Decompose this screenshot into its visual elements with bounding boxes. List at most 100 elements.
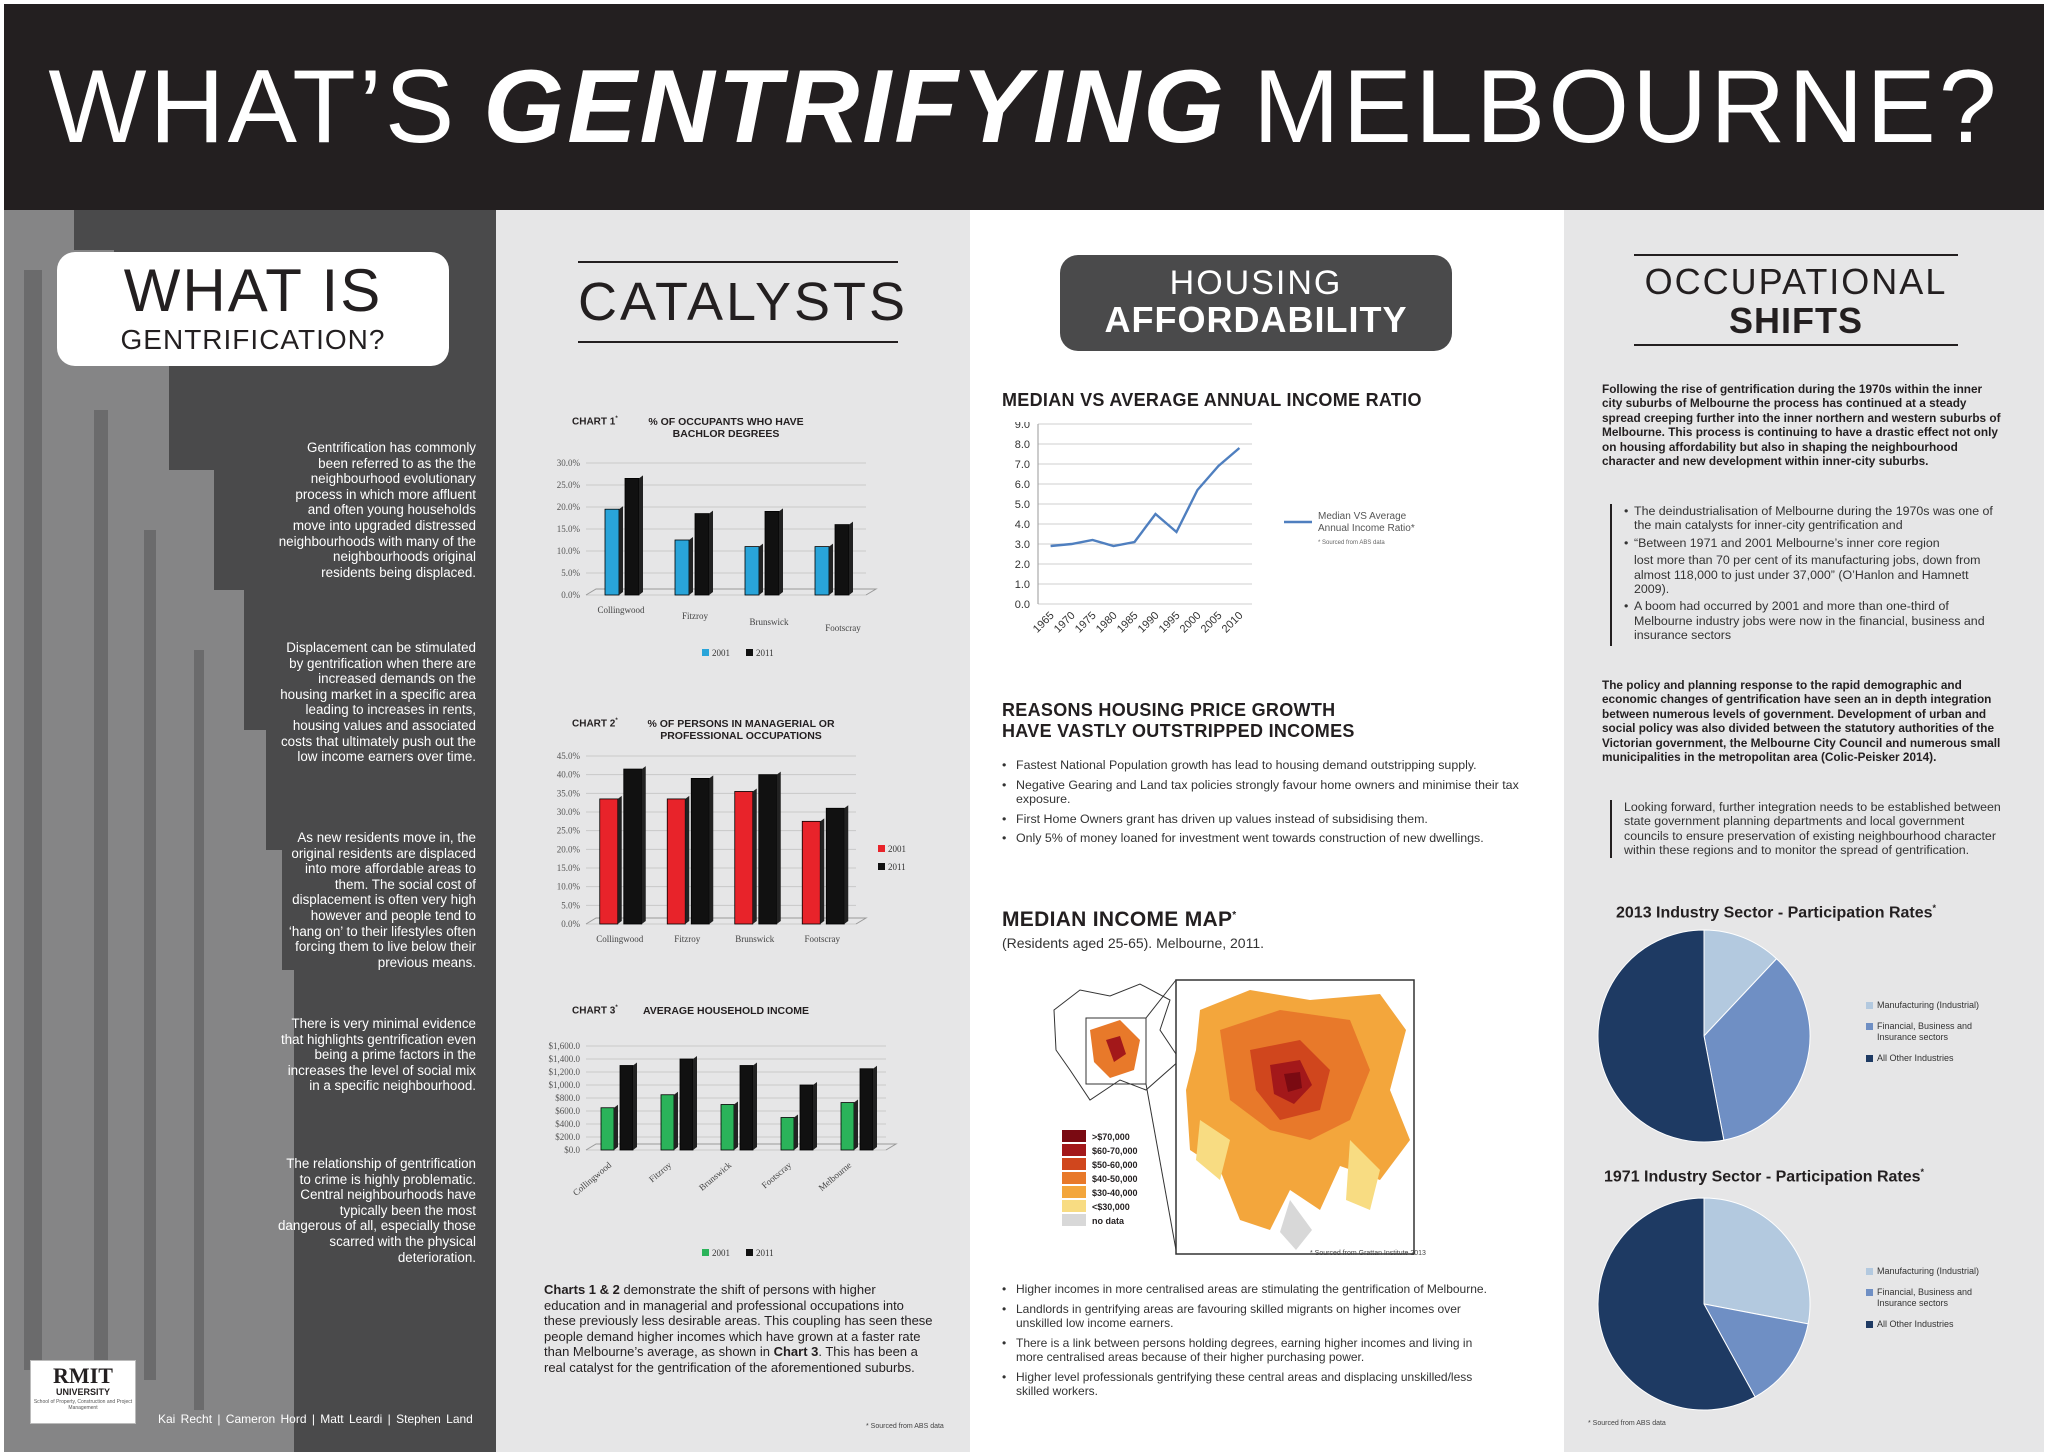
bar-side	[759, 543, 763, 595]
bar-2001	[660, 1094, 675, 1151]
bar-side	[820, 818, 825, 924]
looking-forward-block: Looking forward, further integration nee…	[1610, 800, 2004, 858]
ratio-line-chart: 0.01.02.03.04.05.06.07.08.09.01965197019…	[1015, 422, 1415, 636]
bar-2001	[674, 539, 690, 596]
category-label: Fitzroy	[674, 934, 700, 944]
tick-label: 10.0%	[557, 882, 581, 892]
crime-paragraph: The relationship of gentrification to cr…	[277, 1156, 476, 1265]
bar-side	[689, 537, 693, 595]
bar-side	[779, 508, 783, 595]
bar-side	[844, 805, 849, 924]
tick-label: 1.0	[1015, 579, 1030, 591]
bar-2011	[799, 1084, 814, 1151]
finding-item: There is a link between persons holding …	[1002, 1336, 1502, 1365]
x-tick-label: 1975	[1073, 610, 1099, 636]
legend-note: * Sourced from ABS data	[1318, 540, 1385, 546]
x-tick-label: 2010	[1220, 610, 1246, 636]
title-emphasis: GENTRIFYING	[483, 48, 1227, 165]
tick-label: 20.0%	[557, 502, 581, 512]
bar-2011	[758, 774, 778, 925]
bar-2001	[744, 546, 760, 596]
displacement-paragraph: Displacement can be stimulated by gentri…	[280, 640, 476, 765]
x-tick-label: 1965	[1031, 610, 1057, 636]
bar-side	[813, 1082, 817, 1150]
map-swatch	[1062, 1172, 1086, 1184]
what-is-line2: GENTRIFICATION?	[120, 324, 386, 355]
rmit-logo: RMIT UNIVERSITY School of Property, Cons…	[30, 1360, 136, 1424]
category-label: Collingwood	[596, 934, 644, 944]
tick-label: 5.0%	[561, 568, 580, 578]
legend-swatch	[1866, 1023, 1873, 1030]
legend-swatch	[1866, 1268, 1873, 1275]
map-heading: MEDIAN INCOME MAP*	[1002, 908, 1237, 931]
tick-label: 30.0%	[557, 807, 581, 817]
bar-2001	[666, 798, 686, 925]
map-legend-item: <$30,000	[1062, 1200, 1138, 1214]
map-swatch	[1062, 1144, 1086, 1156]
tick-label: $0.0	[564, 1145, 580, 1155]
poster-title: WHAT’S GENTRIFYING MELBOURNE?	[4, 4, 2044, 210]
reasons-heading: REASONS HOUSING PRICE GROWTH HAVE VASTLY…	[1002, 700, 1355, 741]
bar-2001	[600, 1107, 615, 1151]
x-tick-label: 1970	[1052, 610, 1078, 636]
housing-heading: HOUSING AFFORDABILITY	[1060, 255, 1452, 351]
map-swatch	[1062, 1200, 1086, 1212]
bar-side	[776, 771, 781, 924]
category-label: Brunswick	[735, 934, 774, 944]
pie-slice	[1703, 958, 1811, 1141]
housing-column: HOUSING AFFORDABILITY MEDIAN VS AVERAGE …	[970, 210, 1564, 1452]
ratio-line	[1050, 447, 1241, 548]
poster: WHAT’S GENTRIFYING MELBOURNE?	[4, 4, 2044, 1452]
median-income-map: >$70,000 $60-70,000 $50-60,000 $40-50,00…	[1050, 970, 1500, 1270]
chart1-label: CHART 1*	[572, 416, 618, 428]
bar-side	[709, 510, 713, 595]
what-is-line1: WHAT IS	[123, 257, 383, 324]
legend-swatch	[702, 1249, 709, 1256]
authors: Kai Recht | Cameron Hord | Matt Leardi |…	[158, 1412, 473, 1426]
category-label: Brunswick	[750, 617, 789, 627]
x-tick-label: 1985	[1115, 610, 1141, 636]
x-tick-label: 2005	[1199, 610, 1225, 636]
bar-2001	[840, 1102, 855, 1151]
bar-side	[619, 506, 623, 595]
tick-label: 0.0%	[561, 590, 580, 600]
bar-side	[753, 1062, 757, 1150]
pie2013-legend: Manufacturing (Industrial) Financial, Bu…	[1866, 1000, 1996, 1074]
bar-2011	[764, 511, 780, 596]
bar-side	[674, 1091, 678, 1150]
social-cost-paragraph: As new residents move in, the original r…	[288, 830, 476, 970]
quote-continuation: lost more than 70 per cent of its manufa…	[1634, 553, 1981, 597]
social-mix-paragraph: There is very minimal evidence that high…	[280, 1016, 476, 1094]
legend-swatch	[878, 863, 885, 870]
rmit-department: School of Property, Construction and Pro…	[33, 1399, 133, 1411]
catalysts-column: CATALYSTS CHART 1* % OF OCCUPANTS WHO HA…	[496, 210, 970, 1452]
finding-item: Higher incomes in more centralised areas…	[1002, 1282, 1502, 1297]
axis-floor	[585, 917, 868, 925]
chart2-plot: 0.0% 5.0% 10.0% 15.0% 20.0% 25.0% 30.0% 35.0% 40…	[557, 752, 906, 944]
pie-slice	[1703, 1197, 1811, 1325]
policy-paragraph: The policy and planning response to the …	[1602, 678, 2001, 765]
x-tick-label: 1990	[1136, 610, 1162, 636]
tick-label: 20.0%	[557, 844, 581, 854]
tick-label: 8.0	[1015, 439, 1030, 451]
tick-label: 25.0%	[557, 480, 581, 490]
finding-item: Higher level professionals gentrifying t…	[1002, 1370, 1502, 1399]
bar-side	[873, 1065, 877, 1150]
bar-2011	[859, 1068, 874, 1151]
legend-swatch	[1866, 1002, 1873, 1009]
tick-label: 10.0%	[557, 546, 581, 556]
tick-label: 25.0%	[557, 826, 581, 836]
quote-item: A boom had occurred by 2001 and more tha…	[1624, 599, 2004, 642]
tick-label: 5.0	[1015, 499, 1030, 511]
rmit-wordmark: RMIT	[53, 1363, 113, 1388]
definition-paragraph: Gentrification has commonly been referre…	[278, 440, 476, 580]
legend-swatch	[746, 1249, 753, 1256]
bar-side	[685, 795, 690, 924]
category-label: Footscray	[805, 934, 841, 944]
reasons-list: Fastest National Population growth has l…	[1002, 758, 1542, 851]
bar-2011	[694, 513, 710, 596]
catalysts-source: * Sourced from ABS data	[866, 1423, 944, 1430]
category-label: Collingwood	[597, 605, 645, 615]
tick-label: 0.0%	[561, 919, 580, 929]
tick-label: 3.0	[1015, 539, 1030, 551]
